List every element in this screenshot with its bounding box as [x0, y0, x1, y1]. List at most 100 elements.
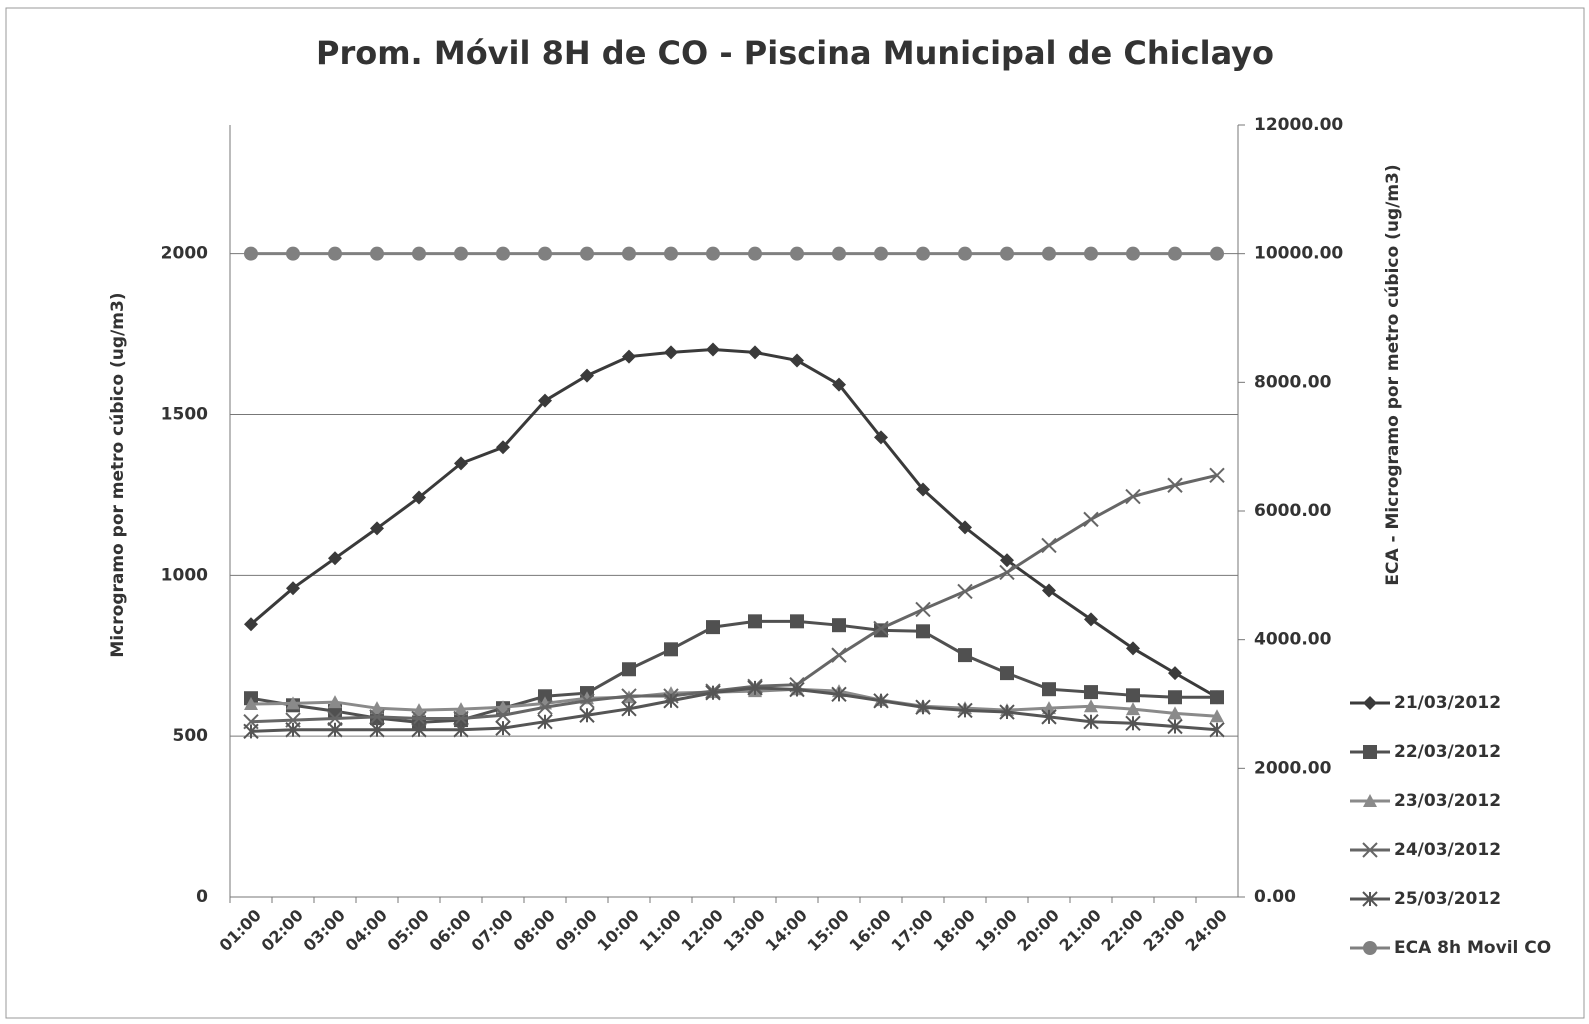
- point: [328, 695, 342, 709]
- point: [1042, 682, 1056, 697]
- point: [789, 681, 805, 698]
- point: [286, 696, 300, 710]
- point: [999, 564, 1015, 581]
- point: [664, 246, 678, 261]
- point: [369, 722, 385, 738]
- point: [1209, 722, 1225, 738]
- point: [412, 246, 426, 261]
- point: [873, 693, 889, 709]
- point: [1126, 641, 1140, 656]
- legend-marker: [1363, 745, 1377, 759]
- point: [916, 624, 930, 639]
- point: [957, 702, 973, 719]
- point: [621, 701, 637, 717]
- y-tick-label: 1500: [161, 405, 208, 425]
- point: [706, 620, 720, 635]
- point: [1168, 706, 1182, 720]
- point: [621, 688, 637, 704]
- y2-tick-label: 12000.00: [1254, 115, 1343, 135]
- legend-marker: [1363, 696, 1377, 710]
- point: [958, 648, 972, 663]
- point: [916, 482, 930, 497]
- point: [1168, 666, 1182, 681]
- point: [1210, 690, 1224, 705]
- legend-label: 23/03/2012: [1394, 791, 1501, 811]
- y-tick-label: 1000: [161, 565, 208, 585]
- point: [1042, 246, 1056, 261]
- legend-marker: [1363, 794, 1377, 807]
- point: [454, 713, 468, 728]
- point: [832, 618, 846, 633]
- point: [369, 709, 385, 725]
- point: [705, 685, 721, 701]
- point: [370, 246, 384, 261]
- chart-frame: [5, 7, 1585, 1019]
- series-line: [250, 473, 1218, 724]
- legend-label: 24/03/2012: [1394, 840, 1501, 860]
- point: [411, 722, 427, 738]
- point: [1084, 685, 1098, 700]
- point: [328, 246, 342, 261]
- point: [328, 551, 342, 566]
- point: [1084, 612, 1098, 627]
- point: [411, 710, 427, 727]
- point: [496, 700, 510, 714]
- legend-label: 25/03/2012: [1394, 889, 1501, 909]
- point: [538, 393, 552, 408]
- y-tick-label: 500: [173, 726, 209, 746]
- point: [243, 723, 259, 740]
- point: [286, 581, 300, 596]
- point: [622, 246, 636, 261]
- point: [957, 583, 973, 600]
- point: [454, 702, 468, 716]
- series-line: [250, 348, 1218, 699]
- y2-tick-label: 10000.00: [1254, 244, 1343, 264]
- point: [874, 430, 888, 445]
- point: [748, 246, 762, 261]
- point: [453, 710, 469, 727]
- point: [1210, 709, 1224, 723]
- point: [412, 703, 426, 717]
- point: [1083, 511, 1099, 528]
- point: [495, 720, 511, 736]
- point: [664, 345, 678, 360]
- point: [1126, 702, 1140, 716]
- point: [1041, 537, 1057, 554]
- chart-title: Prom. Móvil 8H de CO - Piscina Municipal…: [316, 34, 1274, 72]
- point: [495, 707, 511, 723]
- point: [538, 246, 552, 261]
- point: [453, 722, 469, 738]
- legend-label: ECA 8h Movil CO: [1394, 938, 1551, 958]
- point: [790, 614, 804, 629]
- point: [538, 689, 552, 704]
- point: [1126, 688, 1140, 703]
- point: [1210, 246, 1224, 261]
- point: [915, 601, 931, 618]
- point: [1125, 715, 1141, 732]
- point: [370, 701, 384, 715]
- point: [958, 520, 972, 535]
- point: [454, 456, 468, 471]
- point: [664, 642, 678, 657]
- y2-axis-label: ECA - Microgramo por metro cúbico (ug/m3…: [1383, 164, 1403, 585]
- point: [579, 693, 595, 709]
- point: [496, 246, 510, 261]
- point: [915, 699, 931, 715]
- point: [537, 713, 553, 730]
- y2-tick-label: 6000.00: [1254, 501, 1332, 521]
- point: [1042, 583, 1056, 598]
- point: [1041, 709, 1057, 725]
- point: [663, 693, 679, 709]
- point: [622, 662, 636, 677]
- point: [831, 647, 847, 663]
- point: [790, 246, 804, 261]
- y2-tick-label: 4000.00: [1254, 630, 1332, 650]
- point: [748, 614, 762, 629]
- y2-tick-label: 8000.00: [1254, 372, 1332, 392]
- point: [832, 377, 846, 392]
- point: [244, 246, 258, 261]
- point: [1083, 713, 1099, 730]
- point: [327, 710, 343, 727]
- legend-marker: [1362, 842, 1378, 858]
- point: [244, 697, 258, 710]
